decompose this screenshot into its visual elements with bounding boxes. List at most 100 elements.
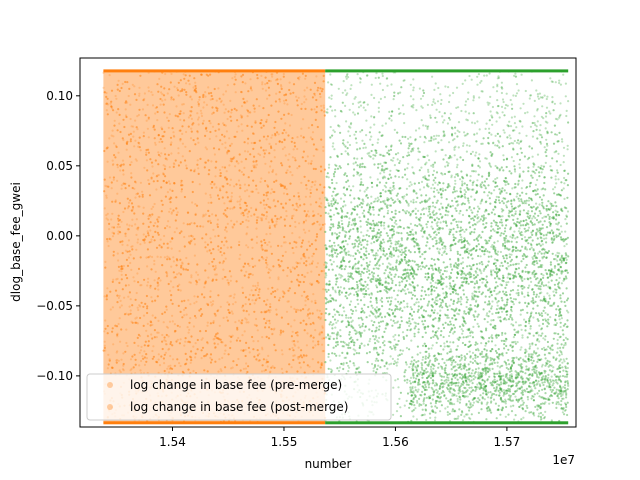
pre-merge-point [262,257,265,260]
pre-merge-point [304,275,307,278]
pre-merge-point [281,353,284,356]
post-merge-point [501,299,504,302]
pre-merge-point [270,328,273,331]
post-merge-point [400,237,403,240]
post-merge-point [458,309,461,312]
post-merge-point [544,250,547,254]
post-merge-point [411,239,414,242]
post-merge-point [542,397,545,400]
pre-merge-point [133,85,136,88]
pre-merge-point [250,141,253,145]
post-merge-point [545,138,548,141]
pre-merge-point [252,284,255,287]
post-merge-point [478,160,482,163]
post-merge-point [508,209,511,212]
post-merge-point [365,119,368,122]
pre-merge-point [282,72,285,76]
post-merge-point [376,290,379,293]
post-merge-point [356,271,359,274]
pre-merge-point [239,114,242,117]
post-merge-point [399,261,402,264]
post-merge-point [390,192,393,195]
post-merge-point [487,396,490,399]
post-merge-point [479,382,482,385]
pre-merge-point [264,162,267,165]
pre-merge-point [119,299,122,302]
post-merge-point [432,190,435,193]
post-merge-point [405,187,408,190]
pre-merge-point [178,250,181,253]
post-merge-point [359,77,362,80]
post-merge-point [368,203,371,207]
post-merge-point [542,346,546,349]
pre-merge-point [294,159,297,162]
post-merge-point [423,230,426,233]
pre-merge-point [235,363,238,367]
post-merge-point [344,104,347,107]
pre-merge-point [296,308,299,311]
post-merge-point [510,316,513,320]
post-merge-point [541,216,544,220]
post-merge-point [360,331,364,334]
post-merge-point [485,407,488,410]
post-merge-point [450,378,453,381]
post-merge-point [564,403,568,406]
post-merge-point [463,415,466,418]
post-merge-point [368,222,371,225]
pre-merge-point [247,346,250,349]
pre-merge-point [166,116,169,119]
pre-merge-point [267,113,270,117]
pre-merge-point [135,321,138,324]
post-merge-point [420,268,423,271]
post-merge-point [371,206,374,209]
pre-merge-point [136,272,139,275]
pre-merge-point [157,319,160,322]
post-merge-point [407,202,410,205]
post-merge-point [454,262,457,265]
pre-merge-point [273,180,276,183]
pre-merge-point [229,294,233,297]
pre-merge-point [145,329,148,332]
post-merge-point [472,180,475,183]
post-merge-point [444,304,448,307]
pre-merge-point [118,369,121,372]
pre-merge-point [118,306,122,309]
pre-merge-point [293,344,297,347]
pre-merge-point [149,158,152,161]
pre-merge-point [164,227,167,230]
post-merge-point [512,324,515,327]
post-merge-point [526,305,529,308]
pre-merge-point [265,217,268,220]
pre-merge-point [139,149,142,152]
post-merge-point [486,101,489,104]
post-merge-point [490,307,493,310]
post-merge-point [435,134,438,137]
post-merge-point [344,204,347,207]
post-merge-point [379,257,382,260]
pre-merge-point [206,370,209,373]
pre-merge-point [208,169,211,172]
post-merge-point [387,177,390,180]
post-merge-point [434,242,437,246]
pre-merge-point [122,118,125,121]
post-merge-point [464,190,467,194]
post-merge-point [554,288,557,291]
pre-merge-point [156,285,159,288]
pre-merge-point [176,87,179,90]
pre-merge-point [318,332,321,336]
pre-merge-point [119,231,122,234]
post-merge-point [525,248,529,251]
pre-merge-point [190,239,193,242]
post-merge-point [396,131,399,134]
pre-merge-point [129,369,132,372]
pre-merge-point [116,252,119,255]
post-merge-point [331,286,334,289]
pre-merge-point [224,108,227,111]
post-merge-point [344,235,347,238]
pre-merge-point [169,299,173,302]
pre-merge-point [230,367,233,370]
post-merge-point [465,301,468,304]
post-merge-point [440,98,443,102]
pre-merge-point [212,300,215,303]
post-merge-point [494,221,497,224]
